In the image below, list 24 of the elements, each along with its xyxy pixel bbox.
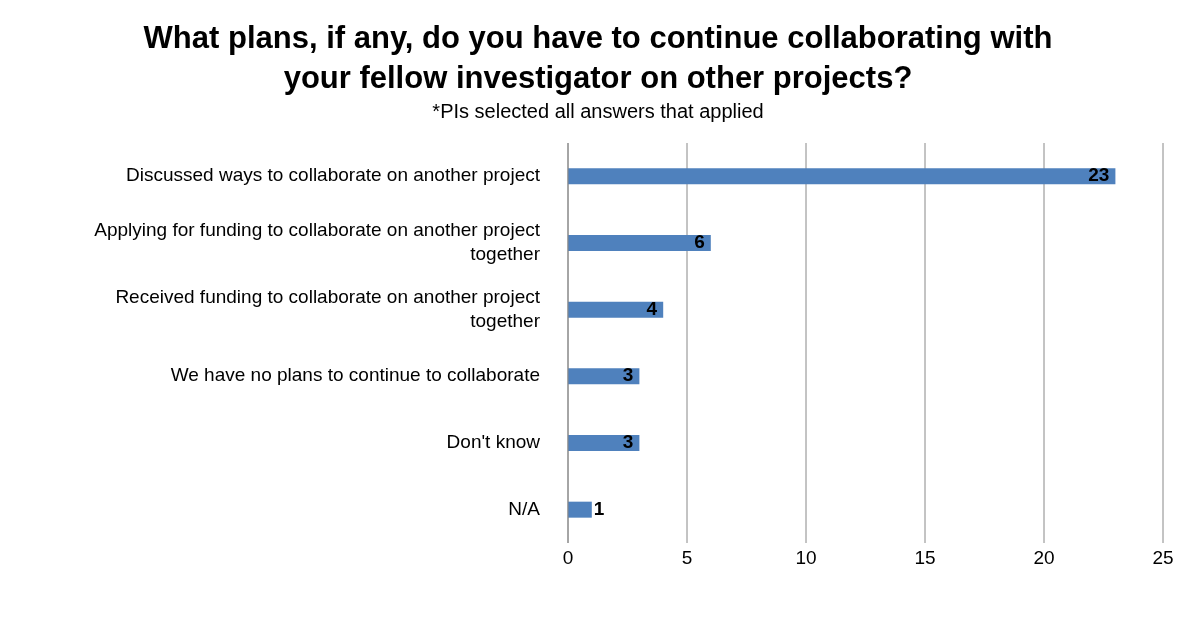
y-tick-label: Don't know (446, 431, 541, 453)
data-label: 3 (622, 364, 634, 386)
bar (568, 235, 711, 251)
data-label: 6 (694, 231, 705, 253)
bar (568, 168, 1116, 185)
bar (568, 501, 592, 518)
data-label: 1 (593, 497, 605, 519)
x-tick-label: 15 (914, 547, 936, 569)
bar (568, 301, 664, 318)
y-tick-label: Discussed ways to collaborate on another project (125, 164, 541, 186)
data-label: 4 (646, 297, 658, 319)
y-tick-label: N/A (508, 497, 541, 519)
chart-title: What plans, if any, do you have to continue collaborating with your fellow investigator on other projects? (142, 19, 1054, 97)
x-tick-label: 10 (795, 547, 817, 569)
x-tick-label: 20 (1033, 547, 1055, 569)
y-tick-label: We have no plans to continue to collaborate (170, 364, 540, 386)
y-tick-label: Received funding to collaborate on another project together (115, 285, 541, 331)
data-label: 23 (1088, 164, 1110, 186)
x-tick-label: 0 (562, 547, 574, 569)
x-tick-label: 5 (681, 547, 693, 569)
x-tick-label: 25 (1152, 547, 1174, 569)
chart-subtitle: *PIs selected all answers that applied (431, 100, 765, 123)
y-tick-label: Applying for funding to collaborate on another project together (94, 219, 541, 265)
data-label: 3 (622, 431, 634, 453)
